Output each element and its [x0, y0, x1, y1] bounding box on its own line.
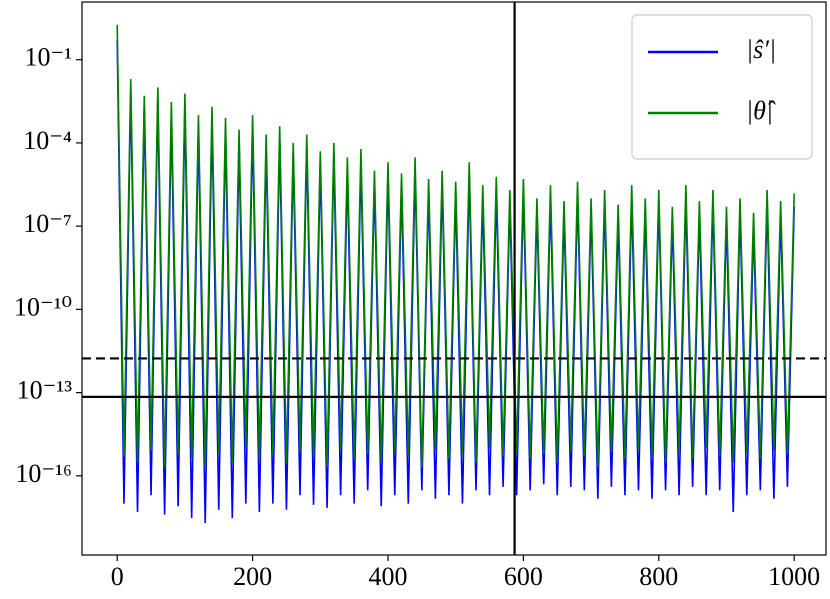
plot-frame: [81, 1, 827, 556]
y-tick-label: 10⁻⁷: [23, 209, 72, 238]
y-tick-label: 10⁻¹⁰: [14, 292, 72, 321]
y-tick-label: 10⁻¹: [24, 43, 72, 72]
x-tick-label: 600: [504, 562, 543, 591]
plot-area: [82, 2, 826, 555]
legend-box: [631, 14, 813, 160]
x-tick-label: 800: [639, 562, 678, 591]
x-tick-label: 400: [368, 562, 407, 591]
x-tick-label: 1000: [768, 562, 820, 591]
x-tick-label: 200: [233, 562, 272, 591]
x-tick-label: 0: [111, 562, 124, 591]
series-line: [116, 24, 795, 468]
y-tick-label: 10⁻¹³: [17, 376, 73, 405]
y-tick-label: 10⁻⁴: [23, 126, 72, 155]
legend: |ŝ′| |θ̂|: [631, 14, 813, 160]
y-tick-label: 10⁻¹⁶: [15, 459, 72, 488]
legend-label: |θ̂|: [746, 96, 776, 125]
legend-label: |ŝ′|: [746, 35, 776, 64]
